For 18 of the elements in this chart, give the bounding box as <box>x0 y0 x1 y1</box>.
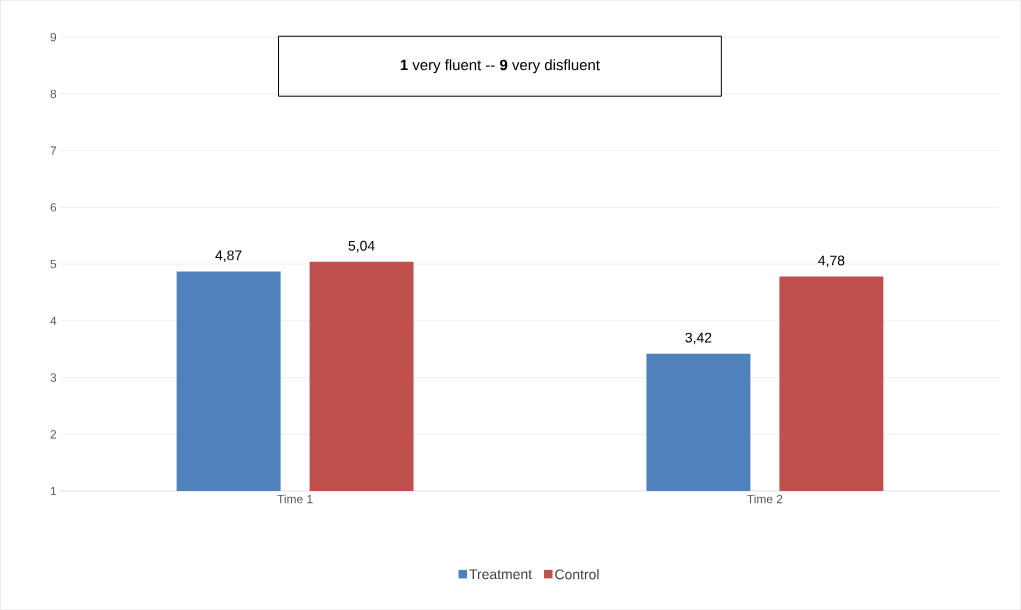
data-label: 5,04 <box>348 240 375 253</box>
legend-label: Treatment <box>469 569 532 580</box>
y-tick-label: 5 <box>50 259 57 269</box>
data-label: 4,78 <box>818 255 845 267</box>
y-tick-label: 4 <box>50 316 57 325</box>
annotation: 1 very fluent -- 9 very disfluent <box>400 59 600 74</box>
data-label: 3,42 <box>685 332 712 345</box>
y-tick-label: 6 <box>50 203 57 212</box>
y-tick-label: 2 <box>50 430 57 439</box>
legend-label: Control <box>555 569 599 580</box>
y-tick-label: 1 <box>50 486 57 496</box>
y-tick-label: 8 <box>50 89 57 99</box>
y-tick-label: 9 <box>50 32 57 42</box>
data-label: 4,87 <box>215 250 242 262</box>
y-tick-label: 7 <box>50 146 57 155</box>
x-tick-label: Time 1 <box>277 494 313 504</box>
x-tick-label: Time 2 <box>747 494 783 504</box>
y-tick-label: 3 <box>50 373 57 382</box>
